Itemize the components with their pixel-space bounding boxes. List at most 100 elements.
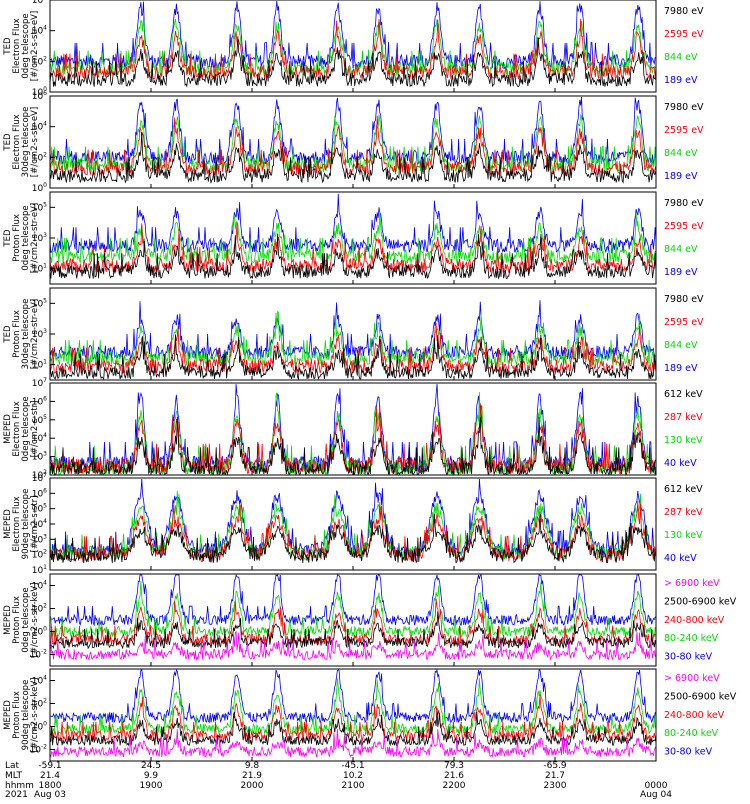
ylabel-line-1: TED: [3, 133, 13, 152]
series-line-2595-ev: [50, 322, 656, 375]
series-line-2595-ev: [50, 115, 656, 177]
ylabel-line-2: Proton Flux: [12, 214, 22, 262]
hhmm-label: 2300: [544, 781, 567, 791]
series-line-189-ev: [50, 0, 656, 70]
series-line-240-800-kev: [50, 694, 656, 743]
legend-entry: 130 keV: [664, 530, 703, 541]
series-line-189-ev: [50, 300, 656, 361]
ylabel-line-2: Electron Flux: [12, 114, 22, 169]
legend-entry: 7980 eV: [664, 294, 704, 305]
lat-label: -59.1: [38, 761, 61, 771]
y-tick-label: 101: [32, 564, 47, 576]
ylabel-line-3: 0deg telescope: [21, 205, 31, 270]
y-tick-label: 107: [32, 472, 47, 484]
legend-entry: 2500-6900 keV: [664, 596, 737, 607]
legend-entry: 287 keV: [664, 507, 703, 518]
legend-entry: 2500-6900 keV: [664, 691, 737, 702]
mlt-label: 21.6: [444, 771, 464, 781]
series-line-2500-6900-kev: [50, 611, 656, 650]
lat-label: -45.1: [341, 761, 364, 771]
ylabel-line-3: 0deg telescope: [21, 396, 31, 461]
panel-traces: [50, 300, 656, 380]
y-tick-label: 106: [32, 90, 47, 102]
ylabel-line-4: [#/cm2-s-str]: [30, 496, 40, 553]
legend-entry: 240-800 keV: [664, 710, 725, 721]
series-line-30-80-kev: [50, 669, 656, 724]
axis-row-label: MLT: [5, 771, 23, 781]
legend-entry: 189 eV: [664, 267, 698, 278]
legend-entry: 189 eV: [664, 363, 698, 374]
ylabel-line-4: [#/cm2-s-str-keV]: [30, 583, 40, 658]
legend-entry: 2595 eV: [664, 125, 704, 136]
date-label-start: Aug 03: [34, 790, 66, 800]
ylabel-line-4: [#/cm2-s-str]: [30, 401, 40, 458]
lat-label: 24.5: [141, 761, 161, 771]
ylabel-line-1: TED: [3, 229, 13, 248]
mlt-label: 10.2: [343, 771, 363, 781]
ylabel-line-3: 0deg telescope: [21, 587, 31, 652]
ylabel-line-3: 90deg telescope: [21, 680, 31, 751]
series-line-7980-ev: [50, 233, 656, 280]
series-line-80-240-kev: [50, 580, 656, 638]
series-line-844-ev: [50, 211, 656, 265]
legend-entry: 844 eV: [664, 52, 698, 63]
legend-entry: 7980 eV: [664, 198, 704, 209]
hhmm-label: 1900: [140, 781, 163, 791]
legend-entry: 2595 eV: [664, 221, 704, 232]
legend-entry: 130 keV: [664, 435, 703, 446]
lat-label: 9.8: [245, 761, 260, 771]
legend-entry: 40 keV: [664, 458, 697, 469]
legend-entry: 80-240 keV: [664, 728, 719, 739]
ylabel-line-1: TED: [3, 325, 13, 344]
ylabel-line-4: [#/cm2-s-str-keV]: [30, 678, 40, 753]
mlt-label: 21.4: [40, 771, 60, 781]
panel-frame: [49, 287, 657, 381]
ylabel-line-4: [#/cm2-s-str-eV]: [30, 11, 40, 81]
axis-row-label: hhmm: [5, 781, 34, 791]
ylabel-line-2: Proton Flux: [12, 596, 22, 644]
hhmm-label: 0000: [645, 781, 668, 791]
legend-entry: 30-80 keV: [664, 747, 713, 758]
legend-entry: 612 keV: [664, 389, 703, 400]
ylabel-line-4: [#/cm2-s-str-eV]: [30, 107, 40, 177]
ylabel-line-1: MEPED: [3, 509, 13, 539]
legend-entry: 844 eV: [664, 148, 698, 159]
hhmm-label: 2200: [443, 781, 466, 791]
axis-row-label: 2021: [5, 790, 28, 800]
ylabel-line-2: Electron Flux: [12, 18, 22, 73]
series-line-287-kev: [50, 403, 656, 475]
panel-traces: [50, 574, 656, 661]
panel-traces: [50, 478, 656, 564]
mlt-label: 9.9: [144, 771, 159, 781]
series-line-844-ev: [50, 16, 656, 78]
series-line-80-240-kev: [50, 678, 656, 736]
legend-entry: 2595 eV: [664, 317, 704, 328]
series-line-7980-ev: [50, 36, 656, 88]
legend-entry: 287 keV: [664, 412, 703, 423]
lat-label: 79.3: [444, 761, 464, 771]
series-line-2595-ev: [50, 18, 656, 80]
legend-entry: 844 eV: [664, 244, 698, 255]
ylabel-line-2: Electron Flux: [12, 401, 22, 456]
ylabel-line-3: 90deg telescope: [21, 489, 31, 560]
series-line-7980-ev: [50, 131, 656, 184]
legend-entry: 30-80 keV: [664, 652, 713, 663]
legend-entry: 844 eV: [664, 340, 698, 351]
hhmm-label: 2100: [342, 781, 365, 791]
legend-entry: 612 keV: [664, 484, 703, 495]
date-label-end: Aug 04: [640, 790, 672, 800]
ylabel-line-1: MEPED: [3, 700, 13, 730]
y-tick-label: 107: [32, 377, 47, 389]
ylabel-line-3: 30deg telescope: [21, 299, 31, 370]
legend-entry: 7980 eV: [664, 6, 704, 17]
ylabel-line-2: Electron Flux: [12, 496, 22, 551]
legend-entry: 189 eV: [664, 171, 698, 182]
series-line-612-kev: [50, 511, 656, 564]
y-tick-label: 105: [32, 503, 47, 515]
